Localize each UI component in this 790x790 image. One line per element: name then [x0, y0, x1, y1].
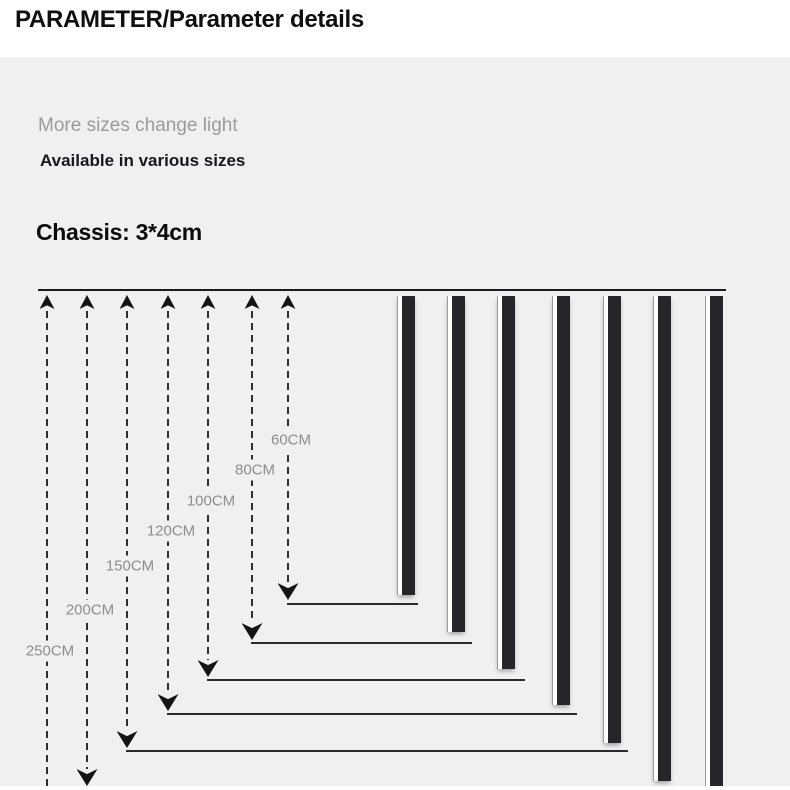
- ceiling-line: [38, 289, 726, 291]
- dimension-dash-line: [46, 311, 48, 786]
- length-base-line: [167, 713, 577, 715]
- size-label: 200CM: [60, 599, 120, 621]
- size-label: 80CM: [229, 459, 281, 481]
- light-bar: [397, 296, 415, 595]
- light-bar: [653, 296, 671, 781]
- page-title: PARAMETER/Parameter details: [15, 6, 364, 33]
- light-bar: [447, 296, 465, 632]
- size-label: 60CM: [265, 429, 317, 451]
- size-label: 250CM: [20, 640, 80, 662]
- light-bar: [552, 296, 570, 705]
- length-base-line: [287, 603, 418, 605]
- dimension-dash-line: [167, 311, 169, 694]
- length-base-line: [251, 642, 472, 644]
- dimension-dash-line: [86, 311, 88, 769]
- dimension-dash-line: [126, 311, 128, 731]
- size-label: 120CM: [141, 520, 201, 542]
- size-label: 100CM: [181, 490, 241, 512]
- size-label: 150CM: [100, 555, 160, 577]
- light-bar: [705, 296, 723, 786]
- light-bar: [603, 296, 621, 743]
- panel-subtitle: More sizes change light: [38, 115, 238, 136]
- light-bar: [497, 296, 515, 669]
- length-base-line: [207, 679, 525, 681]
- panel-heading: Available in various sizes: [40, 151, 246, 170]
- dimension-dash-line: [207, 311, 209, 660]
- chassis-spec: Chassis: 3*4cm: [36, 219, 202, 245]
- length-base-line: [126, 750, 628, 752]
